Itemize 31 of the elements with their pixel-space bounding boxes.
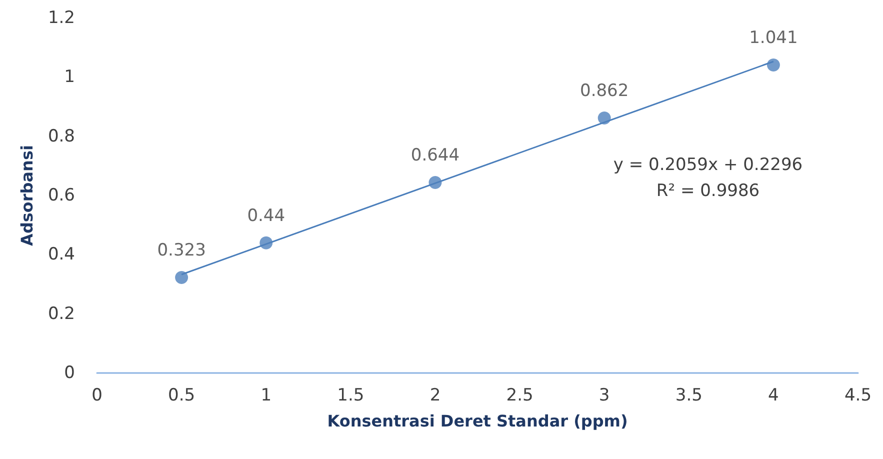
x-tick-label: 4 [768, 386, 779, 406]
x-tick-label: 2 [430, 386, 441, 406]
point [766, 58, 780, 72]
x-tick-label: 4.5 [844, 386, 872, 406]
point [260, 236, 273, 250]
data-label: 0.44 [247, 206, 286, 226]
x-axis-title: Konsentrasi Deret Standar (ppm) [327, 412, 628, 430]
y-tick-label: 0.4 [48, 244, 75, 265]
x-tick-label: 3.5 [675, 386, 702, 406]
data-label: 0.862 [580, 80, 629, 101]
y-tick-label: 0.2 [48, 304, 75, 324]
point [175, 270, 188, 284]
data-label: 1.041 [749, 28, 798, 48]
x-tick-label: 1 [260, 386, 272, 406]
data-label: 0.323 [157, 240, 206, 260]
point [598, 111, 611, 124]
y-tick-label: 1 [64, 67, 75, 88]
x-tick-label: 0 [92, 386, 102, 406]
x-tick-label: 3 [598, 386, 610, 406]
x-tick-label: 0.5 [168, 386, 196, 406]
y-axis-title: Adsorbansi [18, 145, 36, 246]
y-tick-label: 0.8 [48, 126, 75, 146]
y-tick-label: 1.2 [48, 8, 75, 28]
x-tick-label: 2.5 [506, 386, 534, 406]
annotation: y = 0.2059x + 0.2296 [613, 155, 803, 175]
point [428, 176, 442, 189]
y-tick-label: 0.6 [48, 186, 75, 206]
x-tick-label: 1.5 [337, 386, 364, 406]
annotation: R² = 0.9986 [656, 181, 760, 201]
data-label: 0.644 [410, 145, 460, 166]
y-tick-label: 0 [64, 363, 75, 383]
